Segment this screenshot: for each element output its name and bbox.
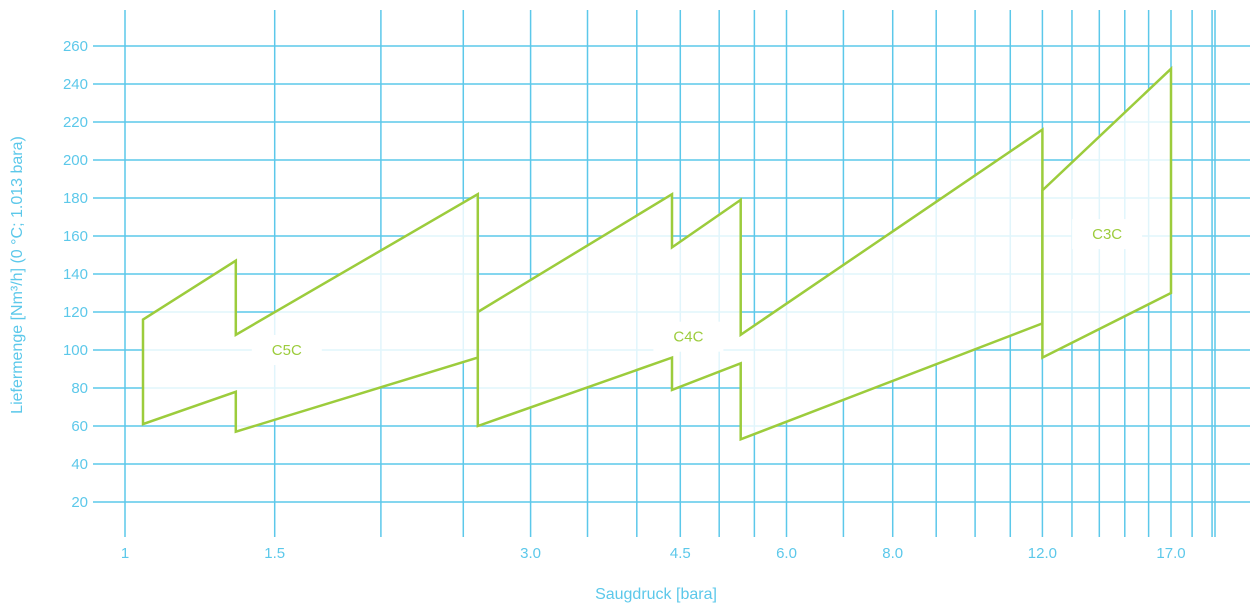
x-tick-label: 1 xyxy=(121,545,129,562)
y-tick-label: 240 xyxy=(63,76,88,93)
region-label-c4c: C4C xyxy=(673,329,703,346)
x-tick-labels: 1 1.5 3.0 4.5 6.0 8.0 12.0 17.0 xyxy=(121,545,1186,562)
y-tick-label: 100 xyxy=(63,342,88,359)
y-tick-label: 180 xyxy=(63,190,88,207)
y-tick-label: 60 xyxy=(71,418,88,435)
y-tick-labels: 20 40 60 80 100 120 140 160 180 200 220 240 260 xyxy=(63,38,88,511)
x-tick-label: 17.0 xyxy=(1156,545,1185,562)
y-tick-label: 40 xyxy=(71,456,88,473)
region-label-c3c: C3C xyxy=(1092,226,1122,243)
y-tick-label: 20 xyxy=(71,494,88,511)
y-axis-title: Liefermenge [Nm³/h] (0 °C; 1.013 bara) xyxy=(9,136,26,414)
region-c3c xyxy=(1041,65,1173,360)
region-label-backdrop xyxy=(251,335,322,365)
y-tick-label: 220 xyxy=(63,114,88,131)
x-axis-title: Saugdruck [bara] xyxy=(595,586,717,603)
x-tick-label: 8.0 xyxy=(882,545,903,562)
plot-areas xyxy=(141,65,1173,442)
y-tick-label: 160 xyxy=(63,228,88,245)
y-tick-label: 80 xyxy=(71,380,88,397)
x-tick-label: 12.0 xyxy=(1028,545,1057,562)
region-c4c xyxy=(476,127,1044,442)
y-tick-label: 120 xyxy=(63,304,88,321)
region-c5c xyxy=(141,192,480,434)
x-tick-label: 6.0 xyxy=(776,545,797,562)
x-tick-label: 3.0 xyxy=(520,545,541,562)
y-tick-label: 200 xyxy=(63,152,88,169)
y-tick-label: 260 xyxy=(63,38,88,55)
region-label-backdrop xyxy=(653,321,724,352)
x-tick-label: 4.5 xyxy=(670,545,691,562)
y-tick-label: 140 xyxy=(63,266,88,283)
region-label-c5c: C5C xyxy=(272,342,302,359)
region-label-backdrop xyxy=(1072,219,1143,250)
x-tick-label: 1.5 xyxy=(264,545,285,562)
region-labels: C5C C4C C3C xyxy=(251,219,1143,365)
